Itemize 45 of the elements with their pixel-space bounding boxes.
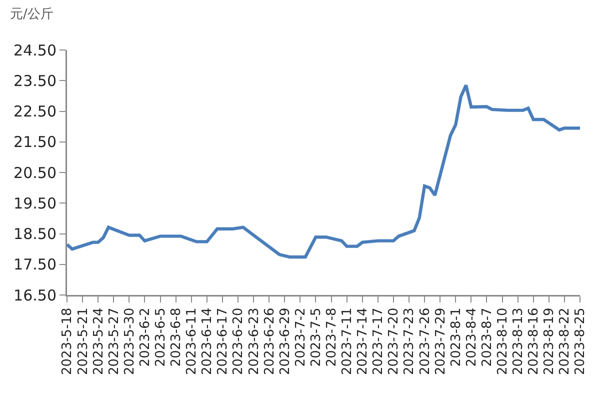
x-tick-label: 2023-6-5	[153, 308, 168, 367]
x-tick-label: 2023-8-19	[542, 308, 558, 375]
x-tick-label: 2023-5-24	[91, 308, 106, 375]
y-tick-label: 21.50	[14, 133, 56, 152]
x-tick-label: 2023-8-13	[511, 308, 526, 375]
x-tick-label: 2023-5-21	[76, 308, 91, 375]
x-tick-label: 2023-8-25	[573, 308, 588, 375]
x-tick-label: 2023-8-7	[480, 308, 495, 367]
x-tick-label: 2023-7-20	[386, 308, 402, 375]
y-tick-label: 19.50	[14, 194, 56, 212]
x-tick-label: 2023-6-11	[184, 308, 200, 375]
x-tick-label: 2023-7-29	[433, 308, 448, 375]
y-tick-label: 18.50	[14, 225, 56, 243]
y-tick-label: 23.50	[14, 72, 56, 90]
x-tick-label: 2023-7-5	[308, 308, 324, 367]
x-tick-label: 2023-7-8	[324, 308, 340, 367]
x-tick-label: 2023-7-11	[340, 308, 356, 375]
x-tick-label: 2023-6-2	[138, 308, 153, 367]
x-tick-label: 2023-7-17	[371, 308, 386, 375]
y-tick-label: 16.50	[14, 286, 56, 304]
y-tick-label: 22.50	[14, 102, 56, 120]
x-tick-label: 2023-8-22	[558, 308, 573, 375]
x-tick-label: 2023-6-26	[262, 308, 278, 375]
x-tick-label: 2023-8-10	[495, 308, 510, 375]
line-series	[67, 84, 580, 259]
y-axis-title: 元/公斤	[10, 7, 54, 22]
x-tick-label: 2023-6-8	[169, 308, 184, 367]
x-tick-label: 2023-7-26	[418, 308, 433, 375]
x-tick-label: 2023-6-17	[216, 308, 231, 375]
x-tick-label: 2023-6-23	[246, 308, 262, 375]
x-tick-label: 2023-8-4	[464, 308, 480, 367]
y-tick-label: 24.50	[14, 41, 56, 60]
y-tick-label: 20.50	[14, 164, 56, 182]
y-tick-label: 17.50	[14, 256, 56, 274]
x-tick-label: 2023-8-1	[448, 308, 464, 367]
x-tick-label: 2023-7-23	[402, 308, 418, 375]
x-tick-label: 2023-5-18	[60, 308, 76, 375]
x-tick-label: 2023-6-14	[200, 308, 216, 375]
x-tick-label: 2023-6-29	[278, 308, 293, 375]
x-tick-label: 2023-7-2	[293, 308, 308, 367]
x-tick-label: 2023-5-27	[106, 308, 122, 375]
x-tick-label: 2023-6-20	[231, 308, 246, 375]
x-tick-label: 2023-8-16	[526, 308, 542, 375]
x-tick-label: 2023-7-14	[356, 308, 371, 375]
x-tick-label: 2023-5-30	[122, 308, 138, 375]
